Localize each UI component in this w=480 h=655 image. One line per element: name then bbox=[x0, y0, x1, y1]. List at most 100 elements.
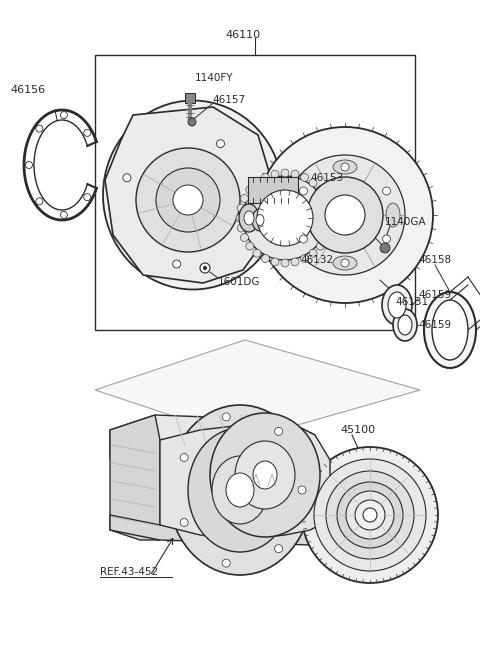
Circle shape bbox=[246, 242, 254, 250]
Text: 46159: 46159 bbox=[418, 290, 451, 300]
Circle shape bbox=[262, 255, 269, 263]
Ellipse shape bbox=[333, 160, 357, 174]
Ellipse shape bbox=[325, 195, 365, 235]
Ellipse shape bbox=[363, 508, 377, 522]
Text: 46131: 46131 bbox=[395, 297, 428, 307]
Text: 1140FY: 1140FY bbox=[195, 73, 233, 83]
Ellipse shape bbox=[290, 203, 304, 227]
Ellipse shape bbox=[307, 177, 383, 253]
Ellipse shape bbox=[424, 292, 476, 368]
Circle shape bbox=[203, 266, 207, 270]
Circle shape bbox=[237, 204, 245, 212]
Circle shape bbox=[281, 169, 289, 177]
Circle shape bbox=[300, 255, 309, 263]
Ellipse shape bbox=[314, 459, 426, 571]
Bar bbox=[248, 177, 298, 203]
Polygon shape bbox=[95, 340, 420, 440]
Ellipse shape bbox=[188, 428, 292, 552]
Ellipse shape bbox=[173, 185, 203, 215]
Polygon shape bbox=[160, 420, 330, 540]
Circle shape bbox=[291, 258, 299, 266]
Ellipse shape bbox=[243, 176, 327, 260]
Text: 46110: 46110 bbox=[225, 30, 260, 40]
Ellipse shape bbox=[210, 413, 320, 537]
Ellipse shape bbox=[256, 214, 264, 225]
Circle shape bbox=[188, 118, 196, 126]
Circle shape bbox=[36, 125, 43, 132]
Circle shape bbox=[123, 174, 131, 182]
Circle shape bbox=[380, 243, 390, 253]
Circle shape bbox=[383, 235, 391, 243]
Circle shape bbox=[84, 129, 91, 136]
Ellipse shape bbox=[136, 148, 240, 252]
Circle shape bbox=[309, 249, 317, 257]
Text: 1140GA: 1140GA bbox=[385, 217, 427, 227]
Circle shape bbox=[341, 259, 349, 267]
Text: REF.43-452: REF.43-452 bbox=[100, 567, 158, 577]
Circle shape bbox=[300, 235, 307, 243]
Circle shape bbox=[300, 174, 309, 181]
Circle shape bbox=[275, 545, 283, 553]
Circle shape bbox=[222, 559, 230, 567]
Circle shape bbox=[222, 413, 230, 421]
Circle shape bbox=[249, 196, 257, 204]
Circle shape bbox=[298, 486, 306, 494]
Text: 46156: 46156 bbox=[10, 85, 45, 95]
Ellipse shape bbox=[103, 100, 283, 290]
Circle shape bbox=[271, 170, 279, 178]
Circle shape bbox=[253, 249, 261, 257]
Circle shape bbox=[300, 187, 307, 195]
Bar bbox=[185, 93, 195, 103]
Circle shape bbox=[180, 453, 188, 462]
Text: 46159: 46159 bbox=[418, 320, 451, 330]
Ellipse shape bbox=[388, 292, 406, 318]
Ellipse shape bbox=[257, 190, 313, 246]
Circle shape bbox=[84, 194, 91, 200]
Polygon shape bbox=[110, 415, 160, 540]
Circle shape bbox=[200, 263, 210, 273]
Ellipse shape bbox=[393, 309, 417, 341]
Ellipse shape bbox=[285, 155, 405, 275]
Circle shape bbox=[271, 258, 279, 266]
Polygon shape bbox=[110, 515, 330, 545]
Circle shape bbox=[240, 234, 249, 242]
Circle shape bbox=[60, 111, 67, 119]
Circle shape bbox=[216, 140, 225, 148]
Circle shape bbox=[325, 224, 333, 232]
Bar bbox=[95, 55, 415, 330]
Text: 46132: 46132 bbox=[300, 255, 333, 265]
Ellipse shape bbox=[432, 300, 468, 360]
Circle shape bbox=[341, 163, 349, 171]
Circle shape bbox=[322, 195, 330, 202]
Polygon shape bbox=[110, 415, 315, 475]
Polygon shape bbox=[105, 107, 273, 283]
Circle shape bbox=[309, 179, 317, 187]
Circle shape bbox=[253, 179, 261, 187]
Ellipse shape bbox=[326, 471, 414, 559]
Circle shape bbox=[281, 259, 289, 267]
Ellipse shape bbox=[333, 256, 357, 270]
Circle shape bbox=[325, 204, 333, 212]
Circle shape bbox=[275, 427, 283, 436]
Ellipse shape bbox=[337, 482, 403, 548]
Circle shape bbox=[326, 214, 334, 222]
Ellipse shape bbox=[244, 211, 254, 225]
Ellipse shape bbox=[212, 456, 268, 524]
Text: 1601DG: 1601DG bbox=[218, 277, 261, 287]
Ellipse shape bbox=[355, 500, 385, 530]
Circle shape bbox=[291, 170, 299, 178]
Circle shape bbox=[262, 174, 269, 181]
Circle shape bbox=[237, 224, 245, 232]
Circle shape bbox=[322, 234, 330, 242]
Circle shape bbox=[60, 212, 67, 218]
Text: 46158: 46158 bbox=[418, 255, 451, 265]
Circle shape bbox=[36, 198, 43, 205]
Circle shape bbox=[180, 519, 188, 527]
Ellipse shape bbox=[257, 127, 433, 303]
Circle shape bbox=[25, 162, 33, 168]
Circle shape bbox=[316, 186, 324, 194]
Circle shape bbox=[173, 260, 180, 268]
Circle shape bbox=[236, 214, 244, 222]
Ellipse shape bbox=[252, 209, 268, 231]
Ellipse shape bbox=[302, 447, 438, 583]
